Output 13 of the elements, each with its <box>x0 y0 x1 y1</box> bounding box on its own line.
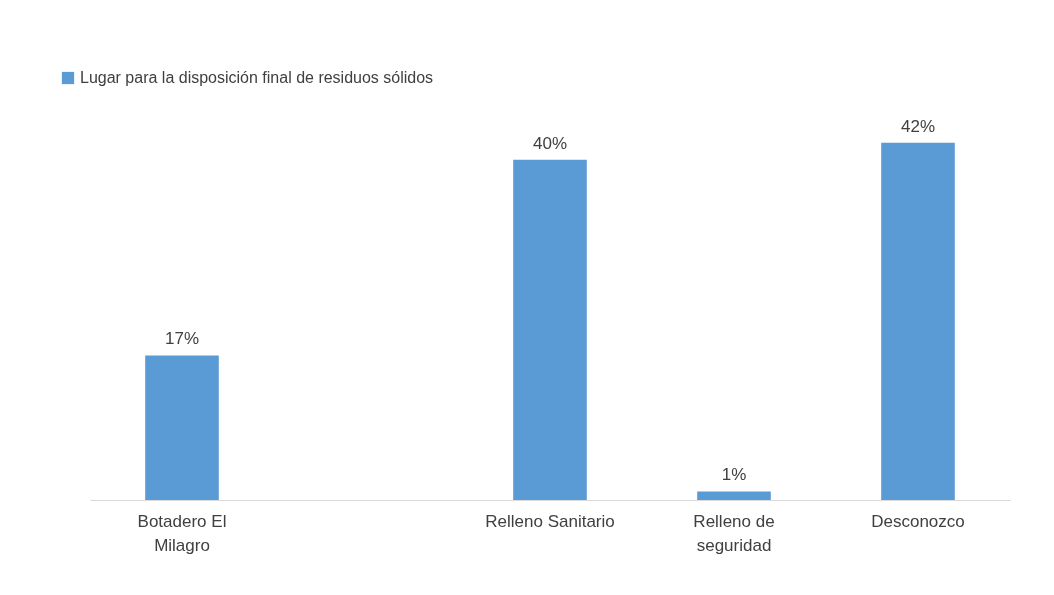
data-label: 17% <box>164 329 200 349</box>
bar <box>513 159 587 500</box>
data-label: 42% <box>900 116 936 136</box>
bar <box>145 355 219 500</box>
bar <box>881 142 955 500</box>
data-label: 1% <box>721 465 747 485</box>
x-tick-label: Botadero El Milagro <box>137 512 227 555</box>
x-tick-label: Relleno de seguridad <box>693 512 775 555</box>
x-tick-label: Relleno Sanitario <box>485 512 615 531</box>
bar <box>697 491 771 500</box>
legend-label: Lugar para la disposición final de residuos sólidos <box>80 69 434 86</box>
data-label: 40% <box>532 133 568 153</box>
x-tick-label: Desconozco <box>871 512 965 531</box>
